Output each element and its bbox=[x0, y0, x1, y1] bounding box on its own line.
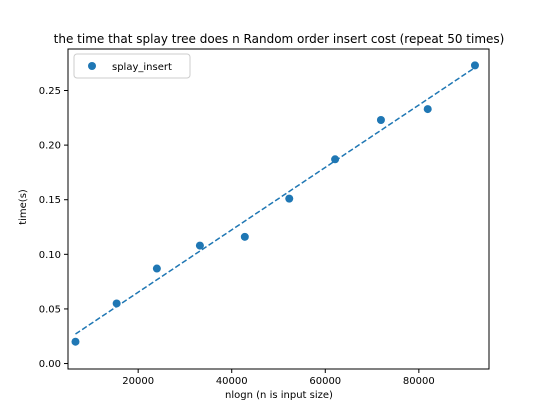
legend: splay_insert bbox=[73, 53, 191, 79]
x-tick-label: 20000 bbox=[122, 376, 154, 387]
data-point bbox=[376, 115, 385, 124]
x-axis: 20000 40000 60000 80000 bbox=[122, 369, 435, 387]
x-tick-label: 60000 bbox=[309, 376, 341, 387]
y-axis-label: time(s) bbox=[18, 189, 29, 225]
data-point bbox=[152, 264, 161, 273]
y-tick-label: 0.25 bbox=[39, 86, 61, 97]
fit-line bbox=[75, 66, 476, 335]
data-points bbox=[71, 61, 479, 346]
legend-box bbox=[73, 53, 191, 79]
data-point bbox=[71, 337, 80, 346]
chart-title: the time that splay tree does n Random o… bbox=[54, 32, 505, 46]
data-point bbox=[285, 194, 294, 203]
y-tick-label: 0.15 bbox=[39, 195, 61, 206]
y-tick-label: 0.20 bbox=[39, 141, 61, 152]
x-tick-label: 80000 bbox=[403, 376, 435, 387]
legend-marker bbox=[88, 62, 96, 70]
x-tick-label: 40000 bbox=[216, 376, 248, 387]
data-point bbox=[331, 155, 340, 164]
y-axis: 0.00 0.05 0.10 0.15 0.20 0.25 bbox=[39, 86, 68, 370]
legend-label: splay_insert bbox=[112, 62, 172, 73]
data-point bbox=[240, 232, 249, 241]
y-tick-label: 0.00 bbox=[39, 359, 61, 370]
y-tick-label: 0.05 bbox=[39, 304, 61, 315]
data-point bbox=[423, 105, 432, 114]
x-axis-label: nlogn (n is input size) bbox=[225, 390, 333, 401]
data-point bbox=[470, 61, 479, 70]
fit-line-layer bbox=[75, 66, 476, 335]
plot-area bbox=[67, 48, 490, 370]
data-point bbox=[195, 241, 204, 250]
data-point bbox=[112, 299, 121, 308]
y-tick-label: 0.10 bbox=[39, 250, 61, 261]
